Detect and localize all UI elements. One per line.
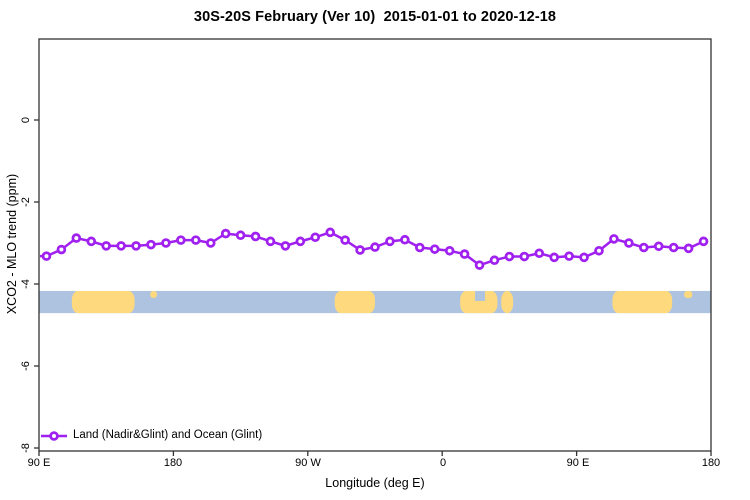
series-marker xyxy=(325,227,336,238)
land-patch xyxy=(612,290,673,314)
series-marker xyxy=(414,242,425,253)
series-marker xyxy=(161,238,171,248)
x-tick-label: 180 xyxy=(701,457,721,469)
series-marker xyxy=(56,244,67,255)
x-tick-label: 90 E xyxy=(566,457,590,469)
land-speck xyxy=(150,290,157,298)
series-marker xyxy=(41,251,52,261)
y-tick-label: -6 xyxy=(20,361,32,371)
series-marker xyxy=(519,251,530,262)
land-patch xyxy=(71,290,135,314)
series-marker xyxy=(86,236,97,247)
series-marker xyxy=(444,245,455,256)
series-marker xyxy=(205,238,216,248)
series-marker xyxy=(594,245,604,256)
series-marker xyxy=(579,252,589,263)
series-marker xyxy=(609,234,619,244)
land-patch xyxy=(501,290,514,314)
series-marker xyxy=(191,235,201,245)
series-marker xyxy=(534,248,545,259)
series-marker xyxy=(459,249,470,259)
series-marker xyxy=(235,230,246,241)
series-marker xyxy=(385,236,395,247)
series-marker xyxy=(101,241,111,251)
series-marker xyxy=(549,252,559,263)
series-marker xyxy=(504,251,515,262)
series-marker xyxy=(71,233,82,243)
chart-title: 30S-20S February (Ver 10) 2015-01-01 to … xyxy=(193,9,557,25)
series-marker xyxy=(624,238,634,248)
y-tick-label: -4 xyxy=(20,279,32,289)
plot-border xyxy=(38,38,712,452)
legend-marker-sample xyxy=(49,431,59,441)
x-tick-label: 90 E xyxy=(27,457,51,469)
y-tick-label: -8 xyxy=(20,443,32,453)
land-patch xyxy=(460,290,498,314)
series-marker xyxy=(370,242,380,252)
land-speck xyxy=(684,290,693,298)
series-marker xyxy=(564,251,574,261)
series-marker xyxy=(295,236,306,247)
series-marker xyxy=(176,235,186,245)
series-marker xyxy=(400,234,410,245)
y-tick-label: 0 xyxy=(20,116,32,124)
series-marker xyxy=(250,231,261,242)
series-line xyxy=(40,231,705,267)
series-marker xyxy=(489,255,500,266)
series-marker xyxy=(310,232,321,243)
series-marker xyxy=(280,241,291,251)
x-tick-label: 0 xyxy=(439,457,447,469)
legend-label: Land (Nadir&Glint) and Ocean (Glint) xyxy=(73,429,263,441)
series-marker xyxy=(668,242,679,253)
series-marker xyxy=(116,241,126,251)
x-axis-title: Longitude (deg E) xyxy=(325,476,425,490)
series-marker xyxy=(653,241,664,252)
series-marker xyxy=(474,260,485,270)
land-patch xyxy=(334,290,375,314)
series-marker xyxy=(355,245,365,255)
series-marker xyxy=(146,239,156,250)
series-marker xyxy=(698,236,709,247)
series-marker xyxy=(638,242,649,253)
y-axis-title: XCO2 - MLO trend (ppm) xyxy=(5,173,19,315)
series-marker xyxy=(265,236,276,247)
series-marker xyxy=(220,228,231,239)
x-tick-label: 90 W xyxy=(295,457,321,469)
x-tick-label: 180 xyxy=(163,457,183,469)
y-tick-label: -2 xyxy=(20,197,32,207)
series-marker xyxy=(340,235,350,245)
series-marker xyxy=(429,244,440,254)
ocean-notch xyxy=(475,290,486,301)
series-marker xyxy=(683,243,694,254)
series-marker xyxy=(131,241,141,251)
